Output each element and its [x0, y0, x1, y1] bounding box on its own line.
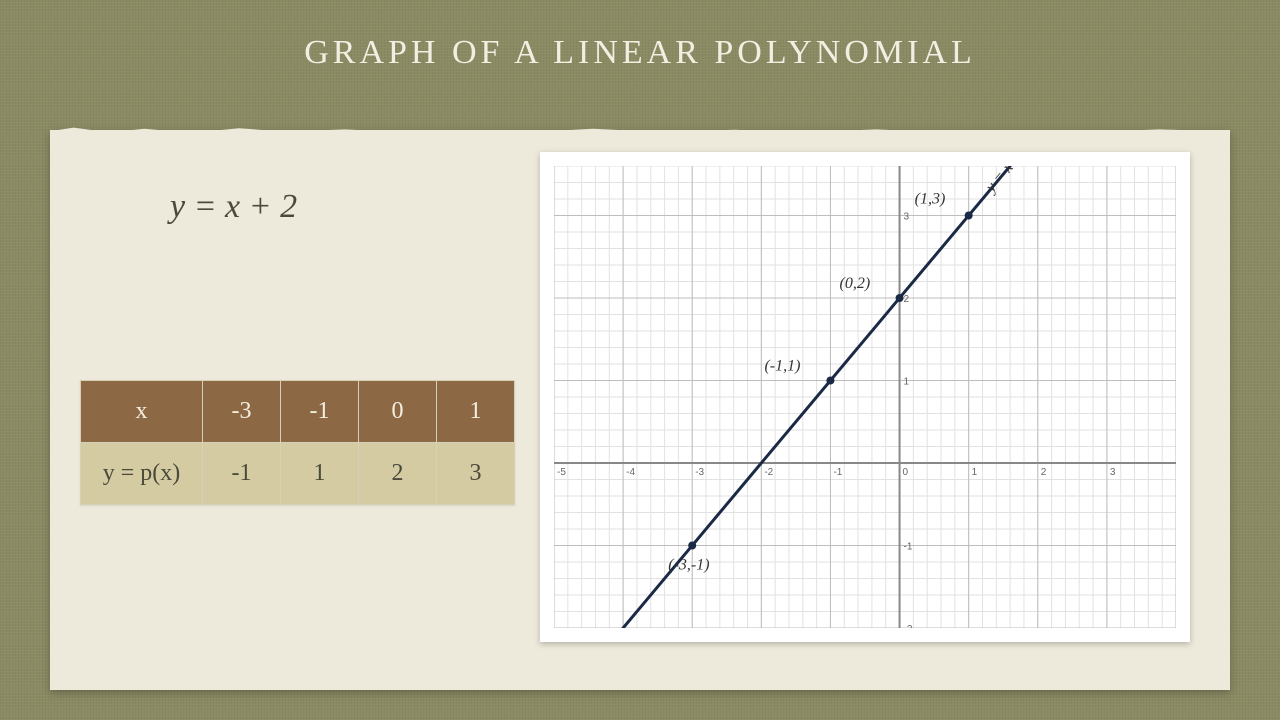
- svg-text:(1,3): (1,3): [915, 191, 946, 208]
- svg-text:3: 3: [1110, 467, 1116, 478]
- svg-text:-5: -5: [557, 467, 566, 478]
- table-cell: -1: [281, 381, 359, 443]
- table-header-label: x: [81, 381, 203, 443]
- table-cell: -3: [203, 381, 281, 443]
- svg-text:-2: -2: [764, 467, 773, 478]
- svg-text:1: 1: [904, 377, 910, 388]
- svg-text:3: 3: [904, 212, 910, 223]
- table-cell: 0: [359, 381, 437, 443]
- svg-text:1: 1: [972, 467, 978, 478]
- svg-text:0: 0: [903, 467, 909, 478]
- table-cell: 2: [359, 443, 437, 505]
- linear-graph: -5-4-3-2-101234-2-1123y = x + 2(-3,-1)(-…: [554, 166, 1176, 628]
- svg-text:(-1,1): (-1,1): [764, 358, 800, 375]
- svg-text:-4: -4: [626, 467, 635, 478]
- value-table: x -3 -1 0 1 y = p(x) -1 1 2 3: [80, 380, 515, 505]
- table-cell: 1: [281, 443, 359, 505]
- graph-panel: -5-4-3-2-101234-2-1123y = x + 2(-3,-1)(-…: [540, 152, 1190, 642]
- svg-text:2: 2: [1041, 467, 1047, 478]
- slide-title: GRAPH OF A LINEAR POLYNOMIAL: [0, 34, 1280, 72]
- table-row-label: y = p(x): [81, 443, 203, 505]
- svg-text:-2: -2: [904, 624, 913, 628]
- svg-text:(-3,-1): (-3,-1): [668, 557, 709, 574]
- content-card: y = x + 2 x -3 -1 0 1 y = p(x) -1 1 2 3 …: [50, 130, 1230, 690]
- svg-text:-1: -1: [833, 467, 842, 478]
- svg-text:2: 2: [904, 294, 910, 305]
- svg-text:-1: -1: [904, 542, 913, 553]
- table-cell: -1: [203, 443, 281, 505]
- equation-text: y = x + 2: [170, 188, 297, 226]
- svg-text:-3: -3: [695, 467, 704, 478]
- table-data-row: y = p(x) -1 1 2 3: [81, 443, 515, 505]
- table-header-row: x -3 -1 0 1: [81, 381, 515, 443]
- svg-text:(0,2): (0,2): [840, 275, 871, 292]
- table-cell: 1: [437, 381, 515, 443]
- table-cell: 3: [437, 443, 515, 505]
